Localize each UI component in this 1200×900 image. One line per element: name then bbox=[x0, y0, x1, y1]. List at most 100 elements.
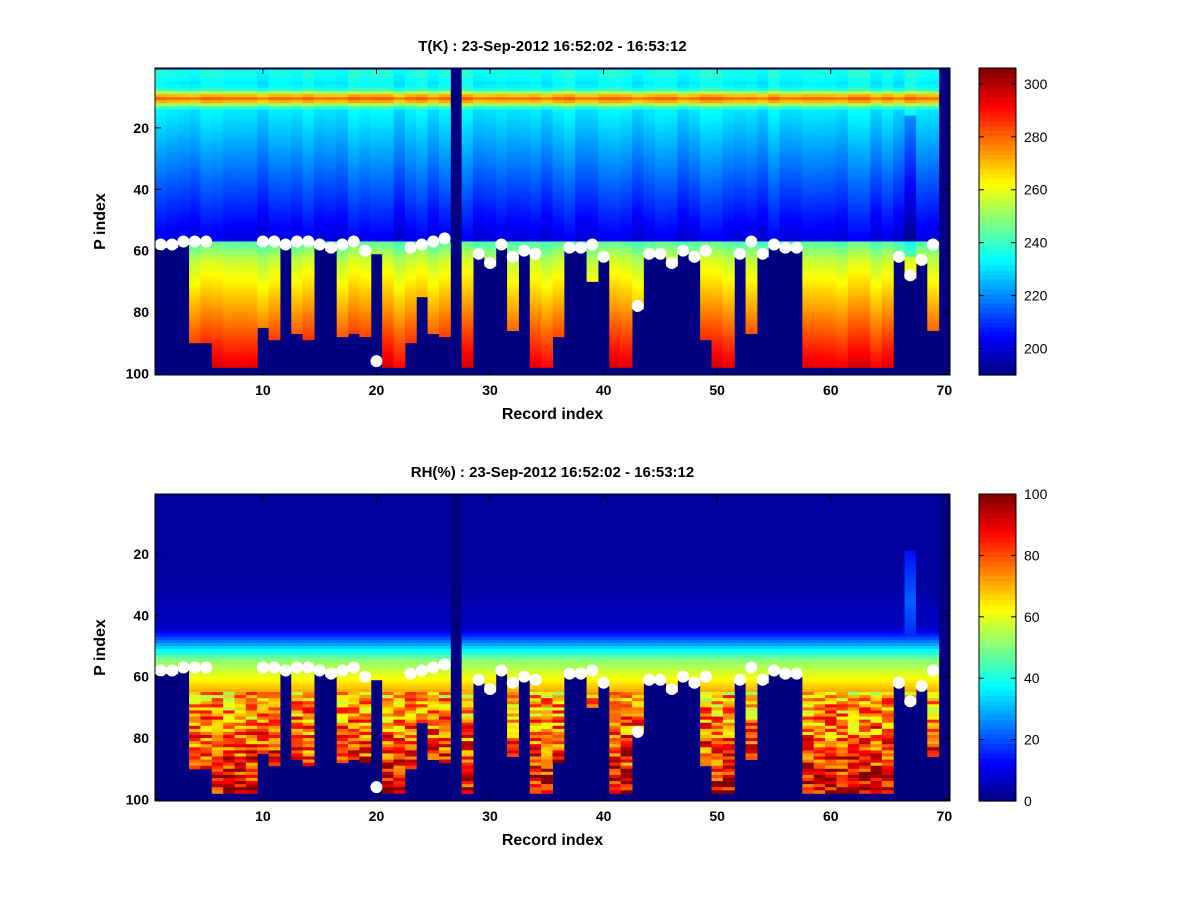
heatmap-cell bbox=[745, 121, 758, 126]
heatmap-cell bbox=[620, 198, 633, 203]
heatmap-cell bbox=[813, 219, 826, 224]
heatmap-cell bbox=[597, 124, 610, 129]
heatmap-cell bbox=[257, 112, 270, 117]
heatmap-cell bbox=[257, 78, 270, 83]
heatmap-cell bbox=[234, 69, 247, 74]
heatmap-cell bbox=[745, 149, 758, 153]
heatmap-cell bbox=[302, 204, 315, 209]
heatmap-cell bbox=[586, 201, 599, 206]
heatmap-cell bbox=[404, 235, 417, 239]
heatmap-cell bbox=[416, 106, 429, 110]
heatmap-cell bbox=[609, 253, 622, 258]
heatmap-cell bbox=[166, 210, 179, 215]
heatmap-cell bbox=[325, 226, 338, 230]
heatmap-cell bbox=[223, 296, 235, 301]
heatmap-cell bbox=[779, 207, 792, 212]
heatmap-cell bbox=[859, 149, 871, 153]
heatmap-cell bbox=[382, 290, 394, 295]
heatmap-cell bbox=[745, 112, 758, 117]
heatmap-cell bbox=[416, 269, 429, 273]
heatmap-cell bbox=[722, 192, 735, 196]
heatmap-cell bbox=[473, 121, 485, 126]
heatmap-cell bbox=[359, 106, 372, 110]
heatmap-cell bbox=[404, 318, 417, 322]
heatmap-cell bbox=[802, 198, 815, 203]
heatmap-cell bbox=[711, 287, 724, 292]
heatmap-cell bbox=[745, 176, 758, 181]
heatmap-cell bbox=[427, 149, 440, 153]
heatmap-cell bbox=[427, 290, 440, 295]
heatmap-cell bbox=[416, 97, 429, 101]
heatmap-cell bbox=[825, 348, 837, 353]
heatmap-cell bbox=[745, 87, 758, 92]
heatmap-cell bbox=[597, 87, 610, 92]
heatmap-cell bbox=[552, 137, 565, 141]
heatmap-cell bbox=[722, 137, 735, 141]
heatmap-cell bbox=[291, 192, 304, 196]
heatmap-cell bbox=[859, 143, 871, 147]
heatmap-cell bbox=[825, 143, 837, 147]
heatmap-cell bbox=[643, 106, 656, 110]
heatmap-cell bbox=[620, 167, 633, 172]
heatmap-cell bbox=[756, 121, 769, 126]
heatmap-cell bbox=[234, 339, 247, 344]
heatmap-cell bbox=[722, 186, 735, 190]
heatmap-cell bbox=[404, 216, 417, 221]
heatmap-cell bbox=[416, 213, 429, 218]
heatmap-cell bbox=[393, 69, 406, 74]
heatmap-cell bbox=[382, 256, 394, 261]
heatmap-cell bbox=[257, 192, 270, 196]
heatmap-cell bbox=[575, 78, 588, 83]
heatmap-cell bbox=[609, 103, 622, 107]
heatmap-cell bbox=[677, 210, 690, 215]
heatmap-cell bbox=[291, 330, 304, 335]
heatmap-cell bbox=[268, 115, 281, 120]
heatmap-cell bbox=[597, 213, 610, 218]
heatmap-cell bbox=[507, 195, 519, 199]
heatmap-cell bbox=[825, 204, 837, 209]
heatmap-cell bbox=[745, 299, 758, 304]
heatmap-cell bbox=[370, 170, 383, 175]
heatmap-cell bbox=[291, 247, 304, 252]
heatmap-cell bbox=[291, 201, 304, 206]
heatmap-cell bbox=[495, 94, 508, 98]
heatmap-cell bbox=[836, 210, 849, 215]
heatmap-cell bbox=[348, 250, 360, 255]
heatmap-cell bbox=[507, 186, 519, 190]
heatmap-cell bbox=[302, 130, 315, 135]
heatmap-cell bbox=[200, 112, 213, 117]
heatmap-cell bbox=[359, 91, 372, 95]
heatmap-cell bbox=[620, 358, 633, 362]
heatmap-cell bbox=[654, 183, 667, 187]
heatmap-cell bbox=[609, 318, 622, 322]
heatmap-cell bbox=[541, 106, 553, 110]
heatmap-cell bbox=[291, 161, 304, 166]
heatmap-cell bbox=[302, 287, 315, 292]
heatmap-cell bbox=[223, 84, 235, 89]
heatmap-cell bbox=[688, 158, 701, 163]
heatmap-cell bbox=[268, 189, 281, 193]
heatmap-cell bbox=[507, 229, 519, 233]
heatmap-cell bbox=[473, 143, 485, 147]
heatmap-cell bbox=[302, 149, 315, 153]
heatmap-cell bbox=[245, 91, 258, 95]
heatmap-cell bbox=[836, 75, 849, 80]
heatmap-cell bbox=[563, 173, 576, 178]
heatmap-cell bbox=[257, 124, 270, 129]
heatmap-cell bbox=[314, 140, 326, 144]
heatmap-cell bbox=[666, 106, 678, 110]
heatmap-cell bbox=[370, 84, 383, 89]
heatmap-cell bbox=[529, 124, 542, 129]
heatmap-cell bbox=[302, 134, 315, 138]
heatmap-cell bbox=[427, 201, 440, 206]
heatmap-cell bbox=[518, 219, 531, 224]
heatmap-cell bbox=[881, 69, 894, 74]
heatmap-cell bbox=[257, 305, 270, 310]
heatmap-cell bbox=[461, 124, 474, 129]
heatmap-cell bbox=[393, 312, 406, 316]
heatmap-cell bbox=[427, 170, 440, 175]
heatmap-cell bbox=[404, 192, 417, 196]
heatmap-cell bbox=[847, 207, 860, 212]
heatmap-cell bbox=[291, 309, 304, 313]
heatmap-cell bbox=[779, 78, 792, 83]
